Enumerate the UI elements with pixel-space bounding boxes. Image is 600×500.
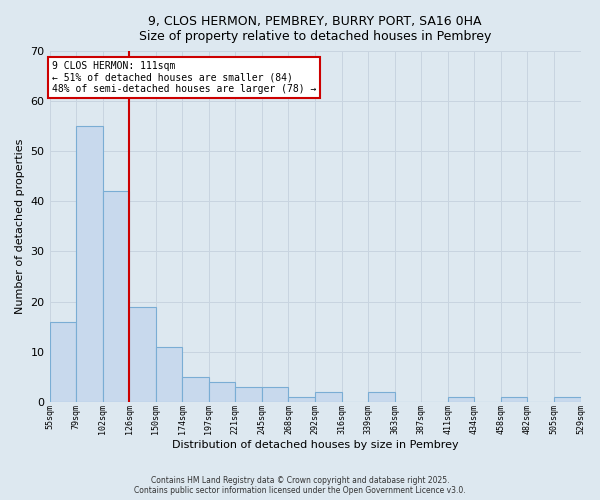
X-axis label: Distribution of detached houses by size in Pembrey: Distribution of detached houses by size … [172, 440, 458, 450]
Bar [501, 396, 527, 402]
Bar [50, 322, 76, 402]
Y-axis label: Number of detached properties: Number of detached properties [15, 138, 25, 314]
Bar [315, 392, 341, 402]
Bar [103, 192, 129, 402]
Bar [448, 396, 475, 402]
Bar [554, 396, 581, 402]
Bar [209, 382, 235, 402]
Bar [76, 126, 103, 402]
Title: 9, CLOS HERMON, PEMBREY, BURRY PORT, SA16 0HA
Size of property relative to detac: 9, CLOS HERMON, PEMBREY, BURRY PORT, SA1… [139, 15, 491, 43]
Bar [156, 346, 182, 402]
Text: Contains HM Land Registry data © Crown copyright and database right 2025.
Contai: Contains HM Land Registry data © Crown c… [134, 476, 466, 495]
Bar [368, 392, 395, 402]
Text: 9 CLOS HERMON: 111sqm
← 51% of detached houses are smaller (84)
48% of semi-deta: 9 CLOS HERMON: 111sqm ← 51% of detached … [52, 61, 317, 94]
Bar [182, 376, 209, 402]
Bar [289, 396, 315, 402]
Bar [129, 306, 156, 402]
Bar [262, 386, 289, 402]
Bar [235, 386, 262, 402]
